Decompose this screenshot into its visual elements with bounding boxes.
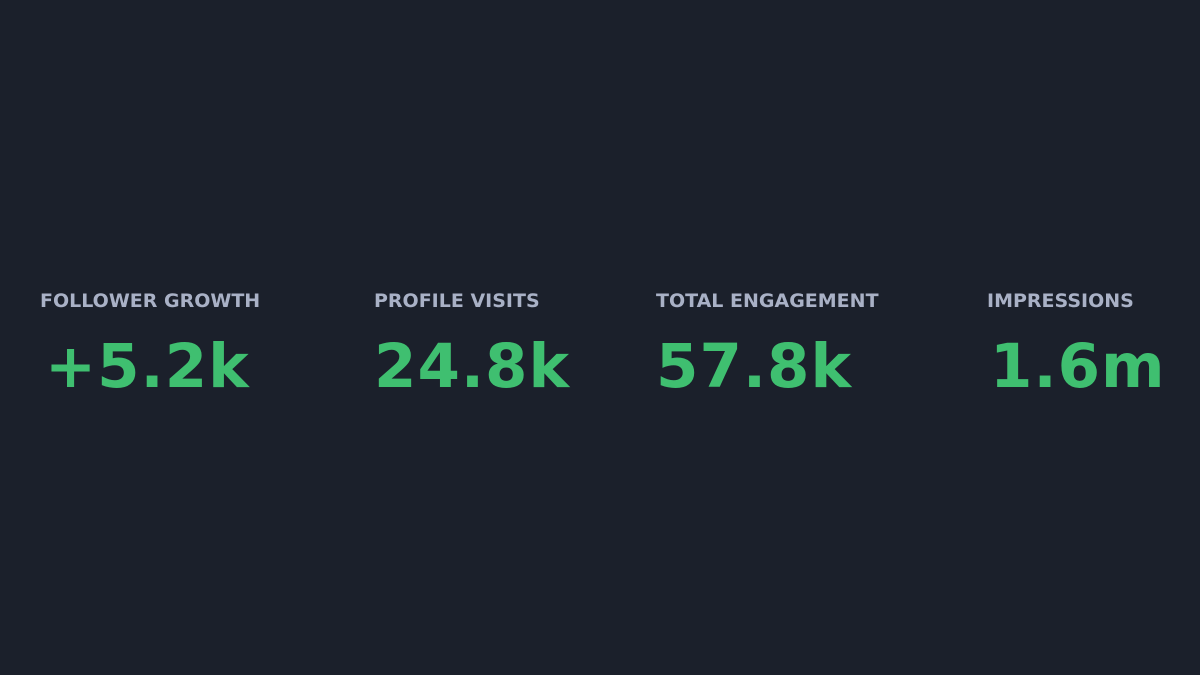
stat-total-engagement: TOTAL ENGAGEMENT 57.8k <box>656 287 879 402</box>
stat-label: PROFILE VISITS <box>374 290 540 312</box>
stat-label: FOLLOWER GROWTH <box>40 290 261 312</box>
stat-impressions: IMPRESSIONS 1.6m <box>987 287 1166 402</box>
stat-profile-visits: PROFILE VISITS 24.8k <box>374 287 570 402</box>
stat-value: 1.6m <box>990 331 1166 402</box>
stat-value: 24.8k <box>374 331 571 402</box>
stat-value: +5.2k <box>45 331 250 402</box>
stat-value: 57.8k <box>656 331 853 402</box>
stat-label: IMPRESSIONS <box>987 290 1134 312</box>
stat-follower-growth: FOLLOWER GROWTH +5.2k <box>40 287 260 402</box>
stat-label: TOTAL ENGAGEMENT <box>656 290 879 312</box>
